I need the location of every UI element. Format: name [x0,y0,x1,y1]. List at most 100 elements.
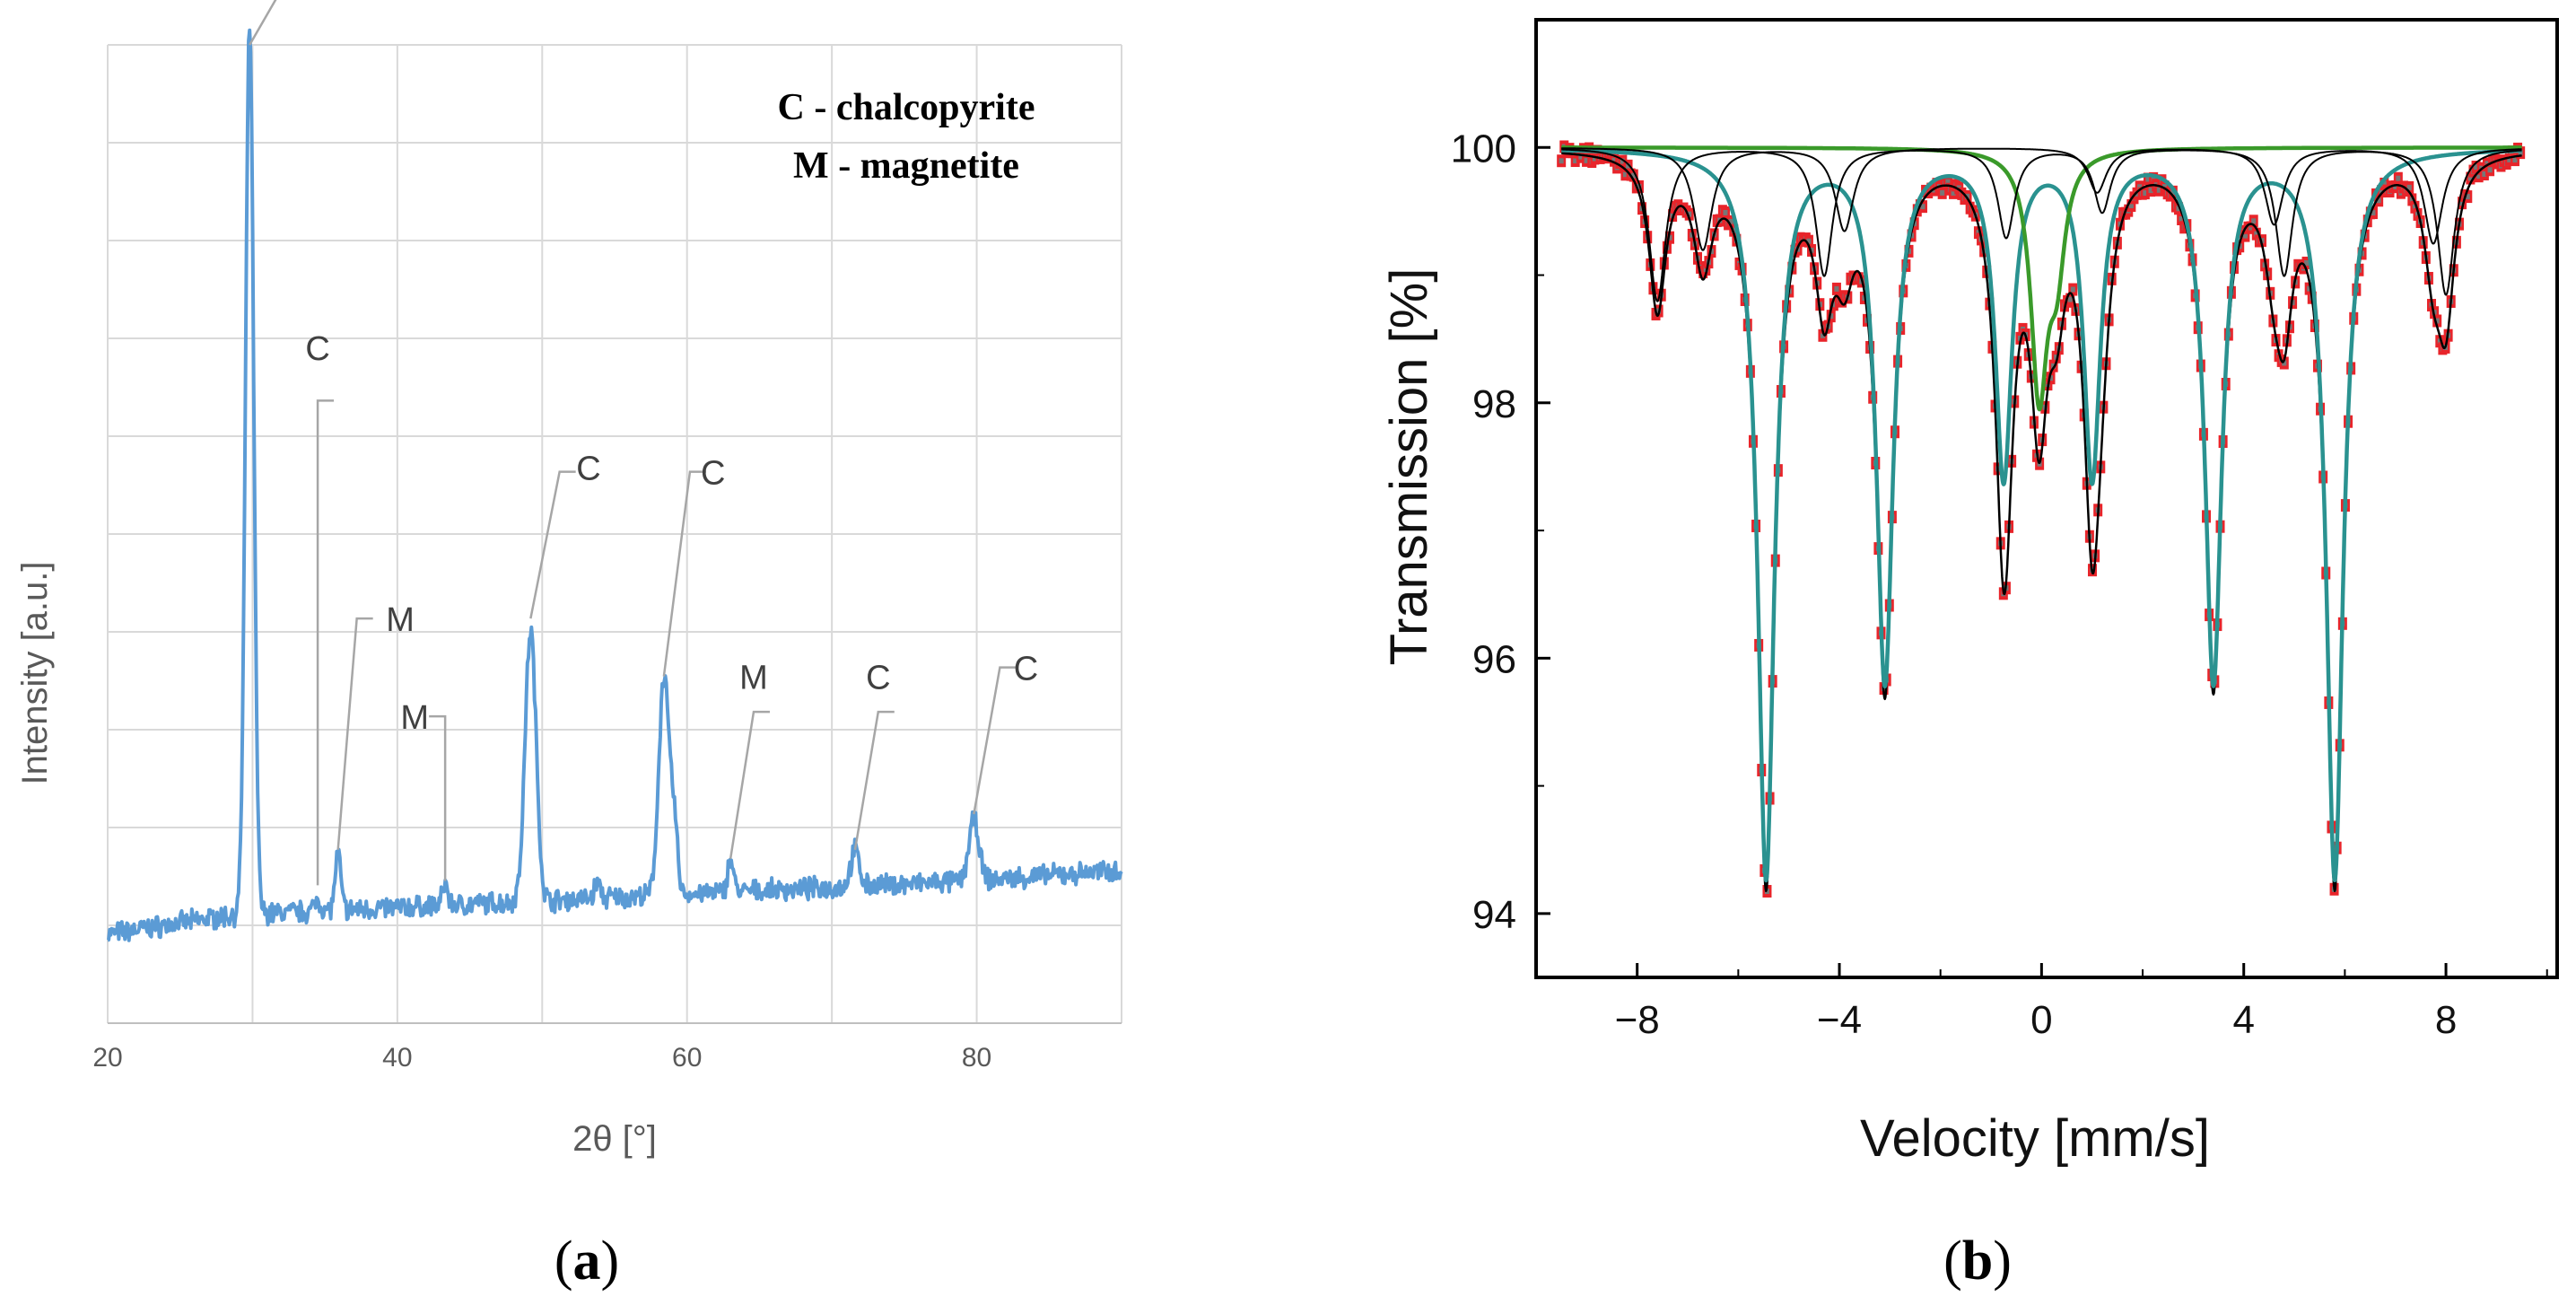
mossbauer-black-fit-curve [1560,147,2522,251]
mossbauer-data-point-core [2467,175,2473,181]
xrd-annotation-label: C [866,660,890,697]
mossbauer-data-point-core [2249,224,2254,231]
mossbauer-data-point-core [1687,211,1692,217]
mossbauer-data-point-core [1723,209,1728,215]
mossbauer-data-point-core [1951,189,1956,196]
mossbauer-chart: −8 −4 0 4 8 94 96 98 100 Velocity [mm/s] Transmi… [1380,18,2559,1168]
mossbauer-data-point-core [2051,363,2056,369]
xrd-x-tick-label: 80 [962,1043,991,1073]
mossbauer-data-point-core [2151,175,2156,181]
xrd-annotation-label: C [305,330,329,368]
mossbauer-data-point-core [2412,204,2417,210]
mossbauer-data-point-core [1820,332,1825,338]
mossbauer-data-point-core [1690,232,1695,238]
mossbauer-data-point-core [2145,176,2151,182]
mossbauer-data-point-core [1806,238,1812,244]
mossbauer-data-point-core [1831,302,1837,308]
mossbauer-data-point-core [1834,285,1839,292]
mossbauer-x-tick-label: −8 [1615,998,1660,1042]
mossbauer-data-point-core [2434,318,2440,324]
xrd-x-axis-label: 2θ [°] [572,1119,657,1159]
mossbauer-teal-fit-curve [1559,148,2524,883]
mossbauer-x-axis-label: Velocity [mm/s] [1860,1109,2210,1168]
mossbauer-data-point-core [2304,259,2310,266]
xrd-x-ticks: 20 40 60 80 [92,1043,991,1073]
xrd-x-tick-label: 20 [92,1043,122,1073]
mossbauer-data-point-core [1592,155,1597,162]
mossbauer-data-point-core [2379,188,2384,195]
mossbauer-data-point-core [1920,204,1925,210]
mossbauer-data-point-core [1667,234,1672,241]
mossbauer-data-point-core [2507,156,2512,162]
xrd-legend-chalcopyrite: C - chalcopyrite [778,87,1035,128]
mossbauer-y-axis-label: Transmission [%] [1380,268,1438,666]
xrd-peak-annotations: CCMMCCMCC [249,0,1038,886]
xrd-annotation-leader [853,710,895,850]
mossbauer-data-point-core [2143,190,2148,197]
mossbauer-data-point-core [1945,179,1951,185]
mossbauer-x-tick-label: 4 [2232,998,2254,1042]
mossbauer-data-point-core [2487,167,2493,173]
xrd-gridlines [107,44,1122,1024]
xrd-annotation-label: M [386,601,415,639]
mossbauer-data-point-core [1809,247,1814,253]
mossbauer-data-point-core [2437,338,2442,345]
mossbauer-y-tick-label: 100 [1451,127,1516,171]
mossbauer-data-point-core [2054,354,2059,360]
mossbauer-data-point-core [2465,194,2470,200]
xrd-annotation-leader [249,0,277,46]
xrd-annotation-label: C [701,455,725,493]
mossbauer-data-point-core [1559,158,1564,164]
mossbauer-data-point-core [1620,158,1625,164]
mossbauer-data-point-core [2282,360,2287,366]
mossbauer-data-point-core [2482,171,2487,177]
mossbauer-y-tick-label: 98 [1472,382,1516,426]
mossbauer-ticks: −8 −4 0 4 8 94 96 98 100 [1451,19,2548,1042]
xrd-x-tick-label: 60 [672,1043,702,1073]
mossbauer-data-point-core [2409,197,2414,203]
mossbauer-x-tick-label: 8 [2435,998,2457,1042]
xrd-pattern-line [107,28,1123,942]
mossbauer-data-point-core [1611,157,1617,163]
mossbauer-data-point-core [1728,218,1733,224]
caption-b: (b) [1943,1231,2012,1292]
xrd-annotation-leader [336,617,373,850]
mossbauer-data-points [1557,140,2526,898]
mossbauer-data-point-core [2048,375,2054,381]
xrd-annotation-label: M [400,699,429,737]
mossbauer-data-point-core [1622,171,1628,178]
mossbauer-data-point-core [2406,184,2412,190]
xrd-annotation-leader [662,470,706,677]
mossbauer-green-fit-curve [1559,145,2524,412]
mossbauer-data-point-core [2512,157,2518,163]
xrd-chart: 20 40 60 80 2θ [°] Intensity [a.u.] C C M M C C M… [15,0,1123,1159]
mossbauer-data-point-core [2459,200,2465,206]
xrd-annotation-leader [429,714,447,881]
mossbauer-data-point-core [2393,183,2398,189]
mossbauer-data-point-core [1631,172,1637,179]
xrd-annotation-label: C [1014,651,1038,688]
mossbauer-data-point-core [2251,218,2257,224]
xrd-annotation-leader [529,470,576,619]
mossbauer-x-tick-label: −4 [1817,998,1862,1042]
mossbauer-data-point-core [1626,162,1631,169]
mossbauer-data-point-core [2396,175,2401,181]
mossbauer-data-point-core [1584,157,1589,163]
mossbauer-x-tick-label: 0 [2030,998,2052,1042]
mossbauer-data-point-core [2128,203,2134,209]
mossbauer-data-point-core [1573,158,1578,164]
mossbauer-data-point-core [2148,188,2153,194]
mossbauer-y-tick-label: 96 [1472,637,1516,681]
xrd-annotation-leader [729,710,770,859]
mossbauer-data-point-core [2381,180,2387,187]
mossbauer-data-point-core [1940,189,1945,196]
xrd-y-axis-label: Intensity [a.u.] [15,561,55,784]
mossbauer-data-point-core [1976,230,1981,236]
xrd-annotation-label: C [576,451,600,488]
mossbauer-data-point-core [2371,210,2376,216]
mossbauer-data-point-core [2242,232,2248,239]
mossbauer-plot-frame [1534,18,2559,979]
mossbauer-data-point-core [2070,286,2075,293]
mossbauer-data-point-core [2179,216,2184,223]
mossbauer-data-point-core [2118,221,2123,227]
